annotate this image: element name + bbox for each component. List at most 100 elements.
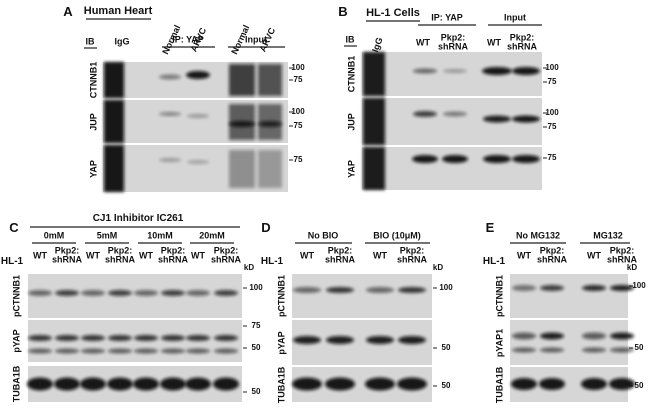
band bbox=[443, 111, 467, 117]
band bbox=[326, 336, 354, 344]
lane-smear bbox=[229, 64, 255, 96]
lane-label: WT bbox=[33, 250, 47, 261]
band bbox=[582, 332, 606, 340]
band bbox=[213, 377, 239, 391]
band bbox=[512, 115, 540, 123]
lane-smear bbox=[229, 150, 255, 188]
band bbox=[610, 285, 634, 291]
blot-background bbox=[103, 100, 288, 143]
band bbox=[214, 290, 238, 296]
band bbox=[325, 377, 355, 391]
lane-label: WT bbox=[300, 250, 314, 261]
marker-label: 100 bbox=[545, 62, 559, 72]
blot-background bbox=[510, 274, 628, 318]
band bbox=[443, 69, 467, 73]
band bbox=[161, 335, 185, 341]
row-label: pYAP bbox=[11, 329, 22, 353]
panel-letter: B bbox=[338, 4, 348, 20]
band bbox=[214, 335, 238, 341]
marker-label: 100 bbox=[439, 282, 453, 292]
band bbox=[581, 378, 607, 390]
lane-label: Pkp2: shRNA bbox=[396, 245, 427, 265]
lane-label: Pkp2: shRNA bbox=[51, 245, 82, 265]
lane-smear bbox=[104, 100, 124, 143]
lane-smear bbox=[363, 98, 385, 145]
band bbox=[229, 121, 255, 127]
lane-label: Pkp2: shRNA bbox=[606, 245, 637, 265]
band bbox=[398, 336, 426, 344]
group-label: 20mM bbox=[199, 230, 225, 241]
panel-letter: A bbox=[63, 4, 73, 20]
band bbox=[292, 377, 322, 391]
band bbox=[482, 67, 512, 75]
ib-label: IB bbox=[85, 36, 95, 47]
band bbox=[540, 285, 564, 291]
group-label: Input bbox=[245, 34, 267, 45]
blot-background bbox=[28, 274, 242, 318]
lane-label: WT bbox=[517, 250, 531, 261]
lane-smear bbox=[258, 150, 282, 188]
cell-label: HL-1 bbox=[260, 255, 284, 267]
band bbox=[159, 158, 181, 162]
blot-background bbox=[103, 62, 288, 98]
lane-label: IgG bbox=[114, 36, 130, 47]
row-label: CTNNB1 bbox=[346, 55, 357, 93]
band bbox=[413, 68, 437, 74]
marker-label: 75 bbox=[547, 152, 557, 162]
row-label: pYAP1 bbox=[494, 328, 505, 357]
marker-label: 100 bbox=[249, 282, 263, 292]
lane-label: WT bbox=[191, 250, 205, 261]
lane-label: WT bbox=[587, 250, 601, 261]
marker-label: 100 bbox=[291, 106, 305, 116]
lane-label: Pkp2: shRNA bbox=[210, 245, 241, 265]
band bbox=[55, 335, 79, 341]
lane-label: WT bbox=[416, 37, 430, 48]
band bbox=[161, 348, 185, 354]
band bbox=[540, 347, 564, 353]
row-label: CTNNB1 bbox=[88, 61, 99, 99]
band bbox=[483, 155, 511, 163]
band bbox=[214, 348, 238, 354]
band bbox=[512, 347, 536, 353]
band bbox=[366, 336, 394, 344]
band bbox=[293, 287, 321, 293]
band bbox=[81, 290, 105, 296]
group-label: 10mM bbox=[147, 230, 173, 241]
group-label: IP: YAP bbox=[172, 34, 204, 45]
row-label: TUBA1B bbox=[494, 366, 505, 403]
band bbox=[27, 377, 53, 391]
row-label: pCTNNB1 bbox=[11, 275, 22, 317]
lane-smear bbox=[104, 145, 124, 192]
band bbox=[107, 377, 133, 391]
band bbox=[134, 348, 158, 354]
marker-label: 50 bbox=[251, 386, 261, 396]
lane-label: WT bbox=[86, 250, 100, 261]
band bbox=[28, 290, 52, 296]
band bbox=[160, 377, 186, 391]
marker-label: 75 bbox=[293, 154, 303, 164]
blot-background bbox=[362, 98, 542, 145]
band bbox=[512, 285, 536, 291]
band bbox=[610, 347, 634, 353]
row-label: YAP bbox=[88, 159, 99, 178]
lane-label: Pkp2: shRNA bbox=[437, 32, 468, 52]
band bbox=[512, 332, 536, 340]
lane-label: Pkp2: shRNA bbox=[536, 245, 567, 265]
blot-background bbox=[292, 274, 432, 318]
marker-label: 75 bbox=[293, 120, 303, 130]
row-label: YAP bbox=[346, 159, 357, 178]
group-label: Input bbox=[504, 12, 526, 23]
band bbox=[161, 290, 185, 296]
band bbox=[483, 115, 511, 123]
row-label: pCTNNB1 bbox=[494, 275, 505, 317]
group-label: BIO (10μM) bbox=[373, 230, 421, 241]
lane-smear bbox=[258, 64, 282, 96]
band bbox=[28, 348, 52, 354]
marker-label: 50 bbox=[441, 342, 451, 352]
row-label: TUBA1B bbox=[11, 365, 22, 403]
lane-smear bbox=[363, 147, 385, 190]
band bbox=[108, 290, 132, 296]
band bbox=[186, 335, 210, 341]
marker-label: 75 bbox=[547, 76, 557, 86]
band bbox=[398, 287, 426, 293]
